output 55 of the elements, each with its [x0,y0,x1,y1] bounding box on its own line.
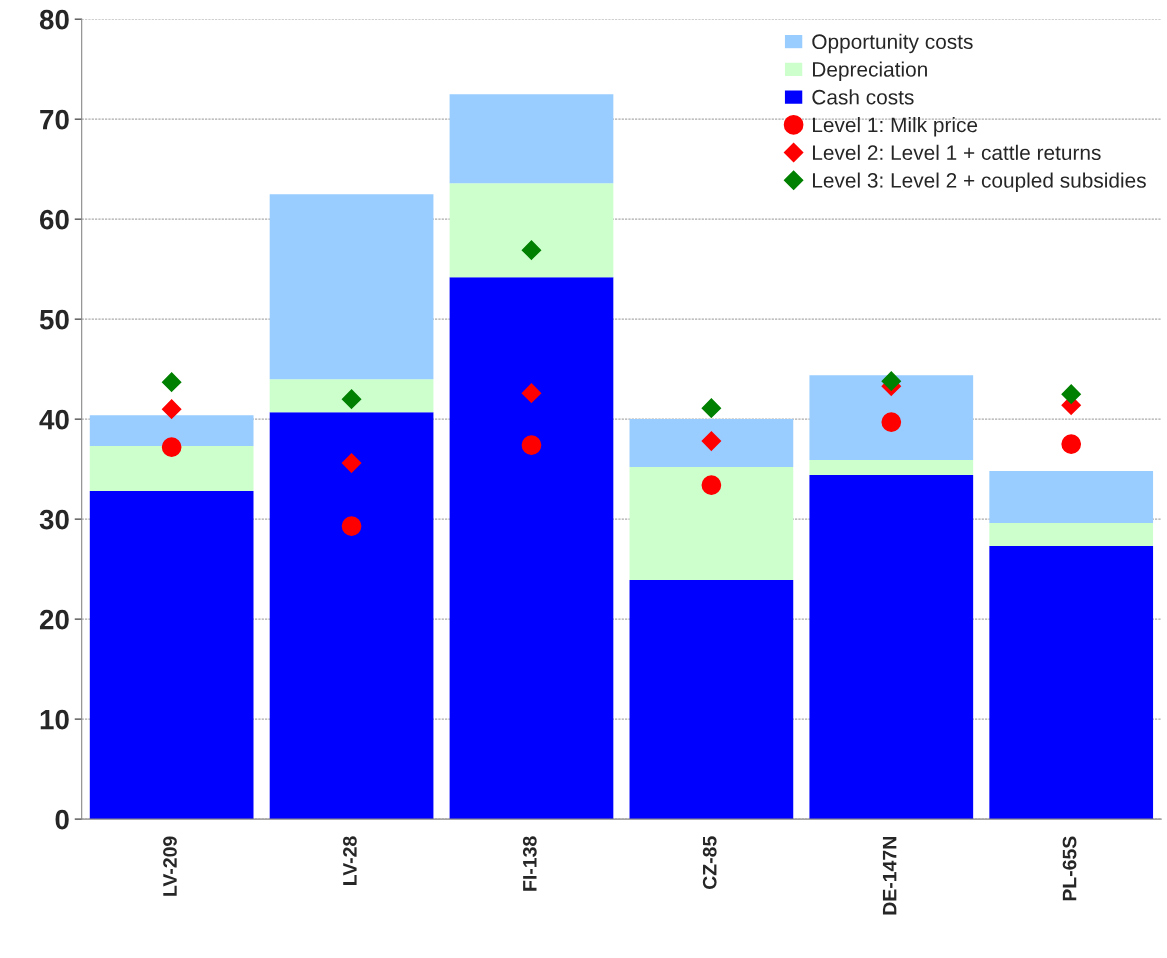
point [521,240,542,260]
point [1061,384,1081,404]
bar [989,546,1154,820]
bar [269,412,434,820]
x-tick-label: LV-209 [163,836,177,896]
point [341,516,362,536]
bar [809,475,974,820]
bar [629,467,794,581]
x-tick-label: PL-65S [1062,836,1077,901]
point [701,431,722,451]
point [521,383,542,403]
bar [989,523,1154,547]
point [161,372,182,392]
bar [449,94,614,184]
y-tick-label: 30 [39,509,69,530]
y-tick-label: 60 [40,209,69,230]
y-tick-label: 50 [39,309,69,330]
point [341,453,362,473]
point [881,371,901,391]
legend-label: Depreciation [813,61,927,81]
bar [449,277,614,820]
legend-label: Level 3: Level 2 + coupled subsidies [813,172,1146,192]
bar [449,183,614,278]
legend-label: Cash costs [812,89,914,105]
point [1061,434,1082,454]
bar [809,375,974,461]
bar [269,194,434,380]
y-tick-label: 20 [39,609,69,630]
point [161,399,182,419]
point [881,412,902,432]
y-tick-label: 40 [39,409,69,430]
bar [809,460,974,476]
y-tick-label: 70 [40,109,69,130]
point [521,435,542,455]
x-tick-label: LV-28 [343,836,357,885]
point [161,437,182,457]
legend-label: Opportunity costs [812,33,973,54]
legend-label: Level 2: Level 1 + cattle returns [813,144,1101,161]
point [341,389,362,409]
bar [89,415,254,447]
y-tick-label: 0 [55,809,69,830]
y-tick-label: 10 [40,709,69,730]
x-tick-label: DE-147N [882,837,897,915]
x-tick-label: FI-138 [522,836,537,891]
bar [89,446,254,492]
bar [989,471,1154,524]
y-tick-label: 80 [39,9,69,30]
point [701,398,722,418]
legend-label: Level 1: Milk price [813,117,978,137]
bar [269,379,434,413]
bar [89,491,254,820]
point [701,475,722,495]
bar [629,419,794,468]
x-tick-label: CZ-85 [702,836,717,889]
bar [629,580,794,820]
